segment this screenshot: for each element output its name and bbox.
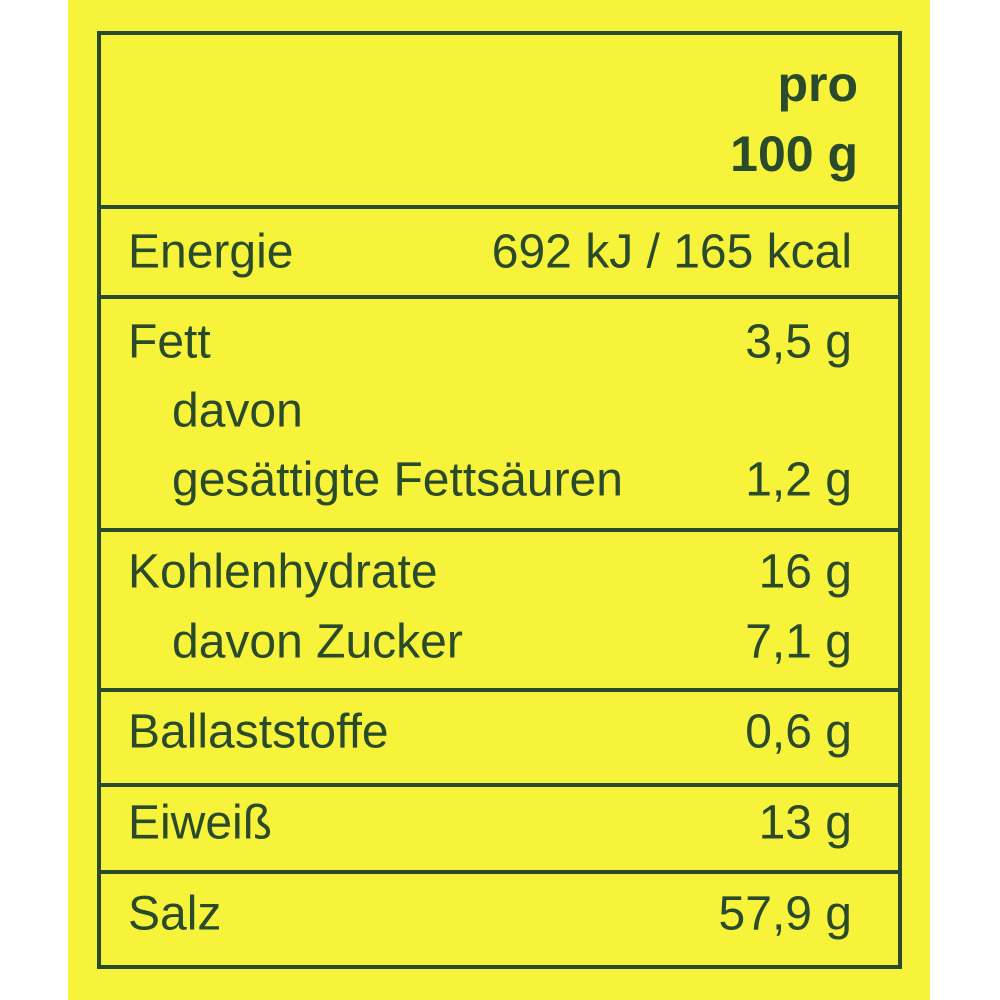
background — [68, 0, 930, 1000]
nutrient-label: davon — [172, 385, 303, 438]
nutrient-value: 57,9 g — [719, 888, 852, 941]
nutrient-value: 16 g — [759, 546, 852, 599]
header-text: pro — [777, 56, 858, 112]
row-dividers — [99, 205, 900, 874]
table-border — [97, 31, 902, 969]
nutrient-value: 1,2 g — [745, 454, 852, 507]
nutrient-label: Eiweiß — [128, 797, 272, 850]
nutrient-label: Kohlenhydrate — [128, 546, 438, 599]
nutrient-label: gesättigte Fettsäuren — [172, 454, 623, 507]
nutrient-value: 3,5 g — [745, 316, 852, 369]
nutrient-label: Salz — [128, 888, 221, 941]
nutrient-label: Ballaststoffe — [128, 706, 389, 759]
nutrient-value: 13 g — [759, 797, 852, 850]
nutrient-label: Fett — [128, 316, 211, 369]
nutrient-value: 7,1 g — [745, 616, 852, 669]
nutrient-value: 692 kJ / 165 kcal — [492, 226, 852, 279]
nutrient-value: 0,6 g — [745, 706, 852, 759]
nutrient-label: davon Zucker — [172, 616, 463, 669]
nutrient-label: Energie — [128, 226, 293, 279]
header-text: 100 g — [730, 126, 858, 182]
